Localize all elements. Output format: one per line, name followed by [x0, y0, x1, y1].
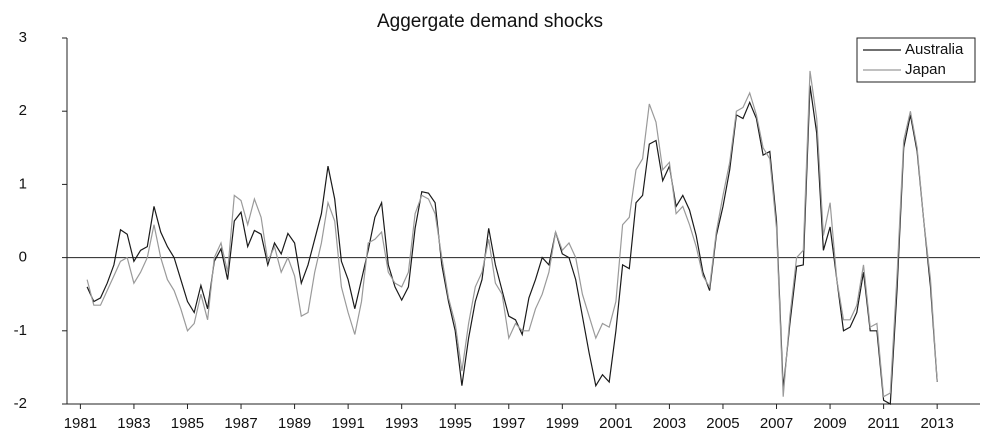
legend-box: [856, 37, 976, 83]
x-tick-label: 1987: [224, 415, 257, 432]
legend-label: Japan: [905, 61, 946, 78]
x-tick-label: 2001: [599, 415, 632, 432]
y-tick-label: 2: [19, 102, 27, 119]
y-tick-label: 1: [19, 175, 27, 192]
legend-label: Australia: [905, 41, 964, 58]
x-tick-label: 2009: [813, 415, 846, 432]
x-tick-label: 1985: [171, 415, 204, 432]
series-line: [86, 70, 938, 398]
y-tick-label: -2: [14, 395, 27, 412]
x-tick-label: 2003: [653, 415, 686, 432]
x-tick-label: 2005: [706, 415, 739, 432]
x-tick-label: 2013: [920, 415, 953, 432]
x-tick-label: 1989: [278, 415, 311, 432]
y-tick-label: -1: [14, 322, 27, 339]
series-line: [86, 85, 938, 405]
y-tick-label: 0: [19, 249, 27, 266]
y-tick-label: 3: [19, 29, 27, 46]
x-tick-label: 1991: [331, 415, 364, 432]
x-tick-label: 1995: [439, 415, 472, 432]
x-tick-label: 1983: [117, 415, 150, 432]
x-tick-label: 2011: [867, 415, 899, 432]
chart-title: Aggergate demand shocks: [377, 11, 603, 32]
x-tick-label: 1981: [64, 415, 97, 432]
x-tick-label: 1993: [385, 415, 418, 432]
x-tick-label: 2007: [760, 415, 793, 432]
x-tick-label: 1997: [492, 415, 525, 432]
x-tick-label: 1999: [546, 415, 579, 432]
